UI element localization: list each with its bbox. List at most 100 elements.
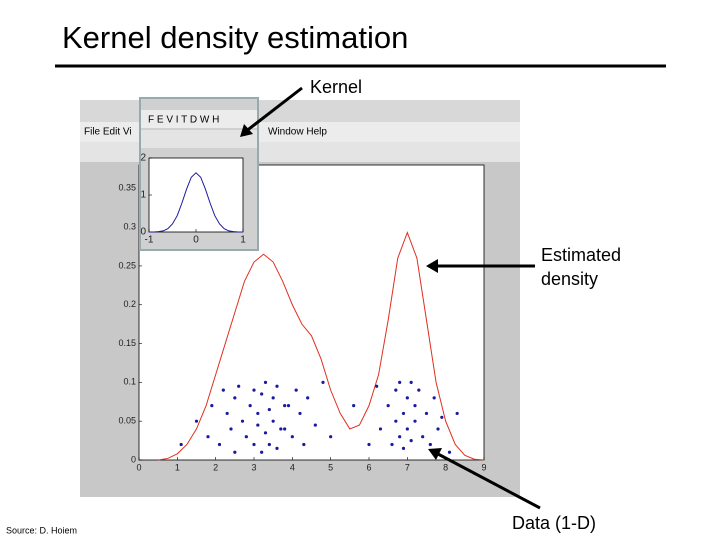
data-point [244, 435, 248, 439]
data-point [256, 423, 260, 427]
data-point [394, 419, 398, 423]
x-tick-label: 6 [366, 462, 371, 472]
data-point [279, 427, 283, 431]
data-point [210, 404, 214, 408]
x-tick-label: 7 [405, 462, 410, 472]
menu: Window Help [268, 127, 327, 138]
main-plot: 0 1 2 3 4 5 6 7 8 9 0 0.05 0.1 0.15 0.2 0.25 0.3 0.35 [118, 183, 486, 473]
data-point [378, 427, 383, 431]
x-tick-label: 1 [175, 462, 180, 472]
arrow [437, 452, 541, 510]
data-point [417, 388, 421, 392]
data-point [256, 411, 260, 416]
x-tick-label: 9 [481, 462, 486, 472]
annotation: Data (1-D) [512, 513, 596, 533]
data-point [225, 411, 229, 416]
data-point [302, 442, 306, 447]
data-point [375, 384, 379, 388]
y-tick-label: 0.25 [118, 260, 136, 270]
data-point [432, 396, 436, 400]
data-point [409, 438, 413, 443]
y-tick-label: 0.2 [123, 299, 136, 309]
inset-toolbar [141, 130, 257, 148]
x-tick-label: 3 [251, 462, 256, 472]
inset-menu: F E V I T D W H [148, 115, 219, 126]
data-point [424, 411, 429, 416]
x-tick-label: -1 [145, 235, 154, 246]
data-point [401, 411, 406, 416]
data-point [294, 388, 298, 392]
data-point [286, 404, 291, 408]
data-point [260, 392, 264, 396]
data-point [306, 396, 310, 400]
y-tick-label: 0.1 [123, 377, 136, 387]
arrow-head [428, 448, 442, 460]
x-tick-label: 8 [443, 462, 448, 472]
data-point [233, 450, 237, 454]
y-tick-label: 0.15 [118, 338, 136, 348]
data-point [386, 404, 390, 408]
y-tick-label: 0.35 [118, 183, 136, 193]
menu: File Edit Vi [84, 127, 132, 138]
data-point [329, 435, 333, 439]
data-point [405, 427, 409, 431]
data-point [260, 450, 264, 454]
x-tick-label: 0 [193, 235, 199, 246]
data-point [298, 411, 302, 416]
arrow-head [240, 124, 253, 137]
density-line [149, 172, 243, 233]
x-tick-label: 5 [328, 462, 333, 472]
data-point [405, 396, 409, 400]
inset-menu-bar [141, 110, 257, 128]
y-tick-label: 0.05 [118, 416, 136, 426]
data-point [252, 442, 256, 447]
y-tick-label: 2 [140, 153, 146, 164]
annotation: Estimated density [541, 245, 621, 289]
arrow [244, 86, 303, 134]
data-point [271, 419, 275, 423]
source: Source: D. Hoiem [6, 525, 77, 535]
data-point [428, 442, 432, 447]
data-point [398, 435, 402, 439]
y-tick-label: 0 [140, 227, 146, 238]
data-point [401, 446, 406, 450]
data-point [179, 442, 183, 447]
x-tick-label: 4 [290, 462, 295, 472]
data-point [206, 435, 210, 439]
y-tick-label: 1 [140, 190, 146, 201]
data-point [394, 388, 398, 392]
x-tick-label: 0 [136, 462, 141, 472]
data-point [413, 404, 417, 408]
y-tick-label: 0.3 [123, 221, 136, 231]
data-point [283, 427, 287, 431]
data-point [313, 423, 317, 427]
data-point [421, 435, 425, 439]
data-point [248, 404, 252, 408]
data-point [321, 380, 325, 384]
data-point [263, 431, 268, 435]
data-point [267, 407, 271, 412]
data-point [233, 396, 237, 400]
data-point [271, 396, 275, 400]
data-point [240, 419, 245, 423]
slide-title: Kernel density estimation [62, 20, 408, 55]
data-point [275, 384, 279, 388]
data-point [447, 450, 452, 454]
density-line [158, 231, 485, 461]
data-point [275, 446, 279, 450]
inset-plot-area [148, 157, 244, 233]
data-point [237, 384, 241, 388]
annotation: Kernel [310, 77, 362, 97]
arrow-head [426, 259, 438, 273]
y-tick-label: 0 [131, 454, 136, 464]
data-point [283, 404, 287, 408]
data-point [367, 442, 371, 447]
data-point [440, 415, 444, 419]
data-point [409, 380, 413, 384]
data-point [194, 419, 199, 423]
data-point [252, 388, 256, 392]
x-tick-label: 1 [240, 235, 246, 246]
data-point [221, 388, 225, 392]
data-point [455, 411, 459, 416]
